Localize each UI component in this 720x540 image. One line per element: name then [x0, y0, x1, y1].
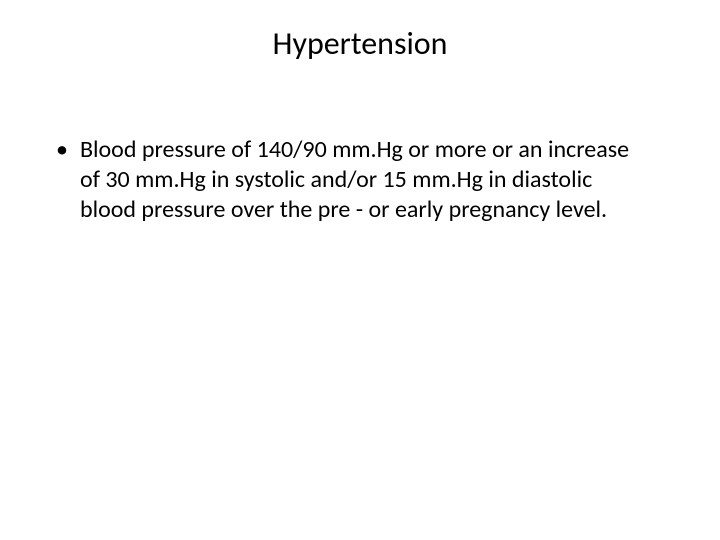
bullet-item: • Blood pressure of 140/90 mm.Hg or more…	[56, 135, 680, 225]
bullet-marker-icon: •	[56, 135, 68, 165]
slide-title: Hypertension	[40, 24, 680, 63]
slide-container: Hypertension • Blood pressure of 140/90 …	[0, 0, 720, 540]
slide-content: • Blood pressure of 140/90 mm.Hg or more…	[40, 135, 680, 225]
bullet-text: Blood pressure of 140/90 mm.Hg or more o…	[80, 135, 650, 225]
